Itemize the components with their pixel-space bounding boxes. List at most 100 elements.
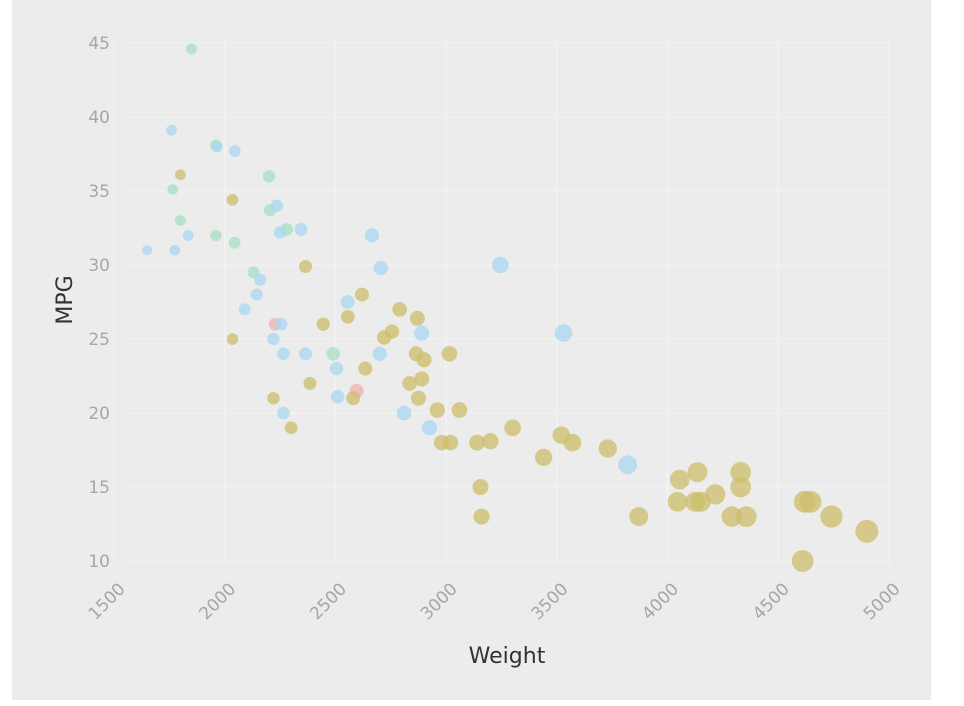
data-point [504,419,521,437]
data-point [441,346,458,362]
data-point [364,228,380,243]
data-point [730,476,752,498]
data-point [451,402,468,418]
data-point [346,391,361,406]
data-point [267,391,280,405]
y-tick-label: 45 [88,34,110,54]
data-point [175,169,186,181]
data-point [329,361,344,376]
data-point [791,550,814,572]
data-point [396,405,412,421]
x-tick-label: 2500 [306,579,351,624]
data-point [316,317,330,331]
y-tick-label: 20 [88,404,110,424]
y-axis-title: MPG [53,275,78,324]
x-axis-ticks: 1500 2000 2500 3000 3500 4000 4500 5000 [85,579,905,624]
data-point [392,302,407,317]
data-point [250,288,263,301]
data-point [169,244,181,256]
data-point [226,333,239,345]
data-point [166,125,177,136]
y-tick-label: 25 [88,330,110,350]
data-point [598,439,617,458]
grid [113,40,890,564]
data-point [563,433,582,452]
data-point [534,448,553,467]
data-point [254,273,267,286]
y-tick-label: 30 [88,256,110,276]
data-point [687,462,708,483]
data-point [629,507,649,527]
data-point [421,420,438,436]
data-point [730,461,752,483]
data-point [482,432,499,450]
data-point [303,376,317,390]
y-tick-label: 35 [88,182,110,202]
data-point [473,508,490,525]
x-tick-label: 2000 [196,579,241,624]
x-tick-label: 3000 [417,579,462,624]
data-point [469,434,486,451]
data-point [492,256,509,274]
data-point [294,223,308,236]
y-axis-ticks: 10 15 20 25 30 35 40 45 [88,34,110,572]
x-tick-label: 4000 [638,579,683,624]
data-point [330,389,345,404]
data-point [735,506,757,528]
data-point [142,245,153,256]
y-tick-label: 10 [88,552,110,572]
scatter-plot: 1500 2000 2500 3000 3500 4000 4500 5000 10 15 20 2… [53,34,905,669]
data-points [142,43,879,572]
data-point [211,140,223,153]
data-point [284,421,298,435]
x-axis-title: Weight [469,644,546,669]
data-point [721,506,743,527]
data-point [182,229,194,241]
data-point [414,325,430,341]
data-point [402,375,418,391]
data-point [820,505,843,528]
data-point [277,347,290,361]
x-tick-label: 5000 [860,579,905,624]
x-tick-label: 4500 [749,579,794,624]
data-point [409,310,425,326]
data-point [167,184,179,195]
data-point [226,194,239,206]
data-point [372,346,387,361]
data-point [799,490,822,513]
data-point [238,303,251,316]
chart-panel: 1500 2000 2500 3000 3500 4000 4500 5000 10 15 20 2… [12,0,931,700]
data-point [705,484,726,505]
x-tick-label: 1500 [85,579,130,624]
data-point [340,309,355,324]
data-point [277,406,290,420]
data-point [554,324,573,342]
data-point [267,332,280,346]
data-point [262,170,276,183]
x-tick-label: 3500 [528,579,573,624]
data-point [618,455,638,475]
data-point [358,361,373,376]
data-point [669,469,690,490]
data-point [410,390,426,406]
data-point [472,478,489,496]
data-point [299,259,313,273]
data-point [186,43,197,55]
data-point [416,352,432,368]
data-point [855,519,879,543]
data-point [414,371,430,387]
data-point [270,199,283,213]
y-tick-label: 40 [88,108,110,128]
data-point [175,215,186,226]
data-point [442,434,459,451]
data-point [326,347,340,361]
y-tick-label: 15 [88,478,110,498]
data-point [373,260,389,276]
data-point [210,229,222,242]
data-point [228,145,241,157]
data-point [273,226,287,239]
data-point [299,347,313,361]
data-point [667,491,688,512]
data-point [340,295,355,309]
data-point [429,402,445,418]
